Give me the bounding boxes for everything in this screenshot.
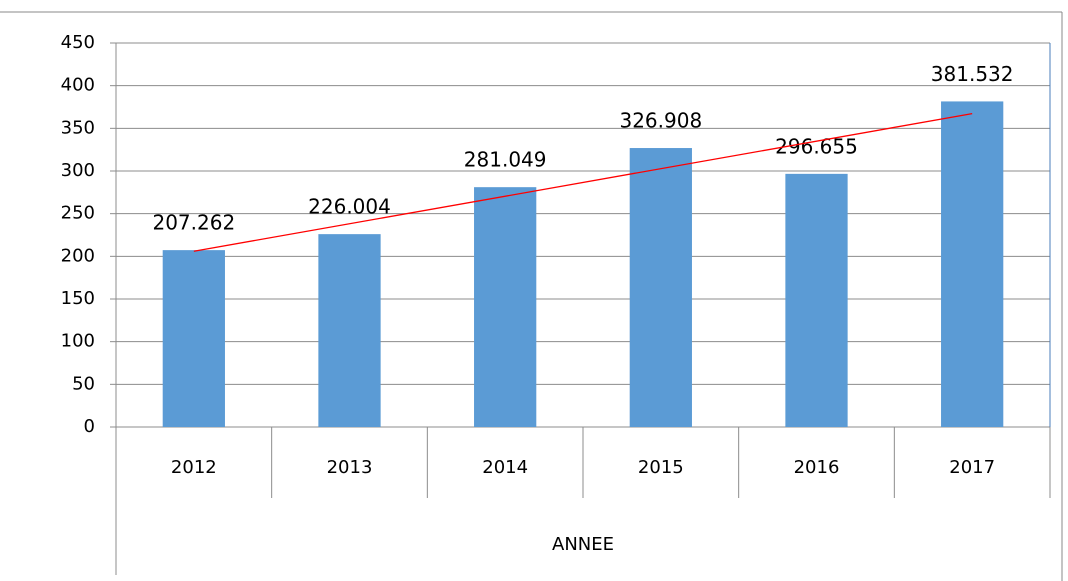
y-tick-label: 150: [61, 288, 95, 309]
x-tick-label: 2012: [171, 457, 217, 478]
data-label: 207.262: [152, 211, 235, 235]
y-tick-label: 0: [84, 416, 95, 437]
bar: [162, 250, 225, 427]
bar: [318, 234, 381, 427]
x-tick-label: 2017: [949, 457, 995, 478]
y-tick-label: 100: [61, 331, 95, 352]
x-axis-label: ANNEE: [552, 534, 614, 555]
x-tick-label: 2014: [482, 457, 528, 478]
x-tick-label: 2015: [638, 457, 684, 478]
y-tick-label: 350: [61, 117, 95, 138]
y-tick-label: 250: [61, 203, 95, 224]
data-label: 281.049: [464, 148, 547, 172]
bar: [474, 187, 537, 427]
data-label: 226.004: [308, 195, 391, 219]
bar: [629, 148, 692, 427]
trendline: [193, 112, 973, 252]
y-tick-label: 400: [61, 75, 95, 96]
x-tick-label: 2013: [327, 457, 373, 478]
y-tick-label: 50: [72, 373, 95, 394]
y-tick-label: 300: [61, 160, 95, 181]
x-tick-label: 2016: [794, 457, 840, 478]
data-label: 326.908: [619, 109, 702, 133]
y-tick-label: 450: [61, 32, 95, 53]
bar: [941, 101, 1004, 427]
y-tick-label: 200: [61, 245, 95, 266]
bar: [785, 173, 848, 427]
data-label: 381.532: [931, 62, 1014, 86]
